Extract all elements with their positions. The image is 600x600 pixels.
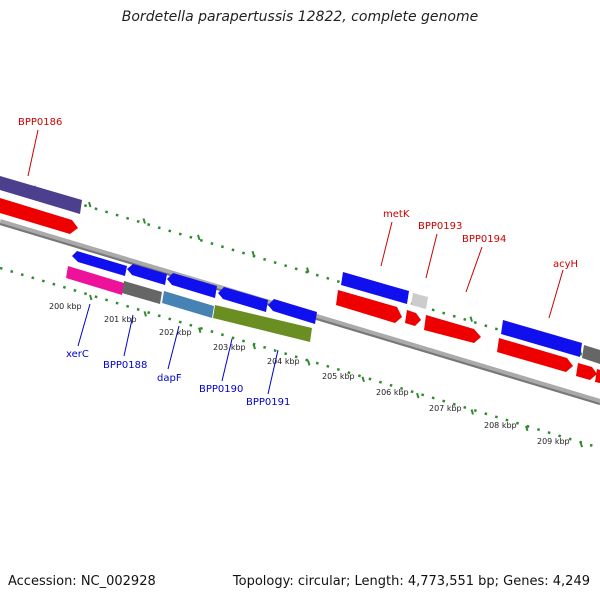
outer-major-tick [306, 267, 310, 273]
inner-major-tick [470, 409, 474, 415]
gene-metK-arrow[interactable] [336, 290, 402, 323]
inner-major-tick [198, 327, 202, 333]
inner-major-tick [89, 294, 93, 301]
inner-major-tick [361, 376, 365, 383]
gene-BPP0193-cds[interactable] [411, 293, 428, 309]
label-BPP0186[interactable]: BPP0186 [18, 117, 62, 128]
gene-dapF-arrow[interactable] [162, 291, 214, 318]
gene-xerC-arrow[interactable] [66, 266, 124, 295]
outer-major-tick [251, 250, 255, 257]
gene-dapF-cds[interactable] [167, 273, 217, 298]
outer-major-tick [197, 234, 201, 241]
gene-next2-arrow[interactable] [595, 369, 600, 383]
label-BPP0191[interactable]: BPP0191 [246, 397, 290, 408]
scale-label-209: 209 kbp [537, 437, 570, 446]
reverse-gene-labels: xerC BPP0188 dapF BPP0190 BPP0191 [66, 349, 290, 408]
inner-major-tick [252, 343, 256, 350]
outer-major-tick [142, 218, 146, 224]
scale-labels: 200 kbp 201 kbp 202 kbp 203 kbp 204 kbp … [49, 302, 570, 446]
scale-label-205: 205 kbp [322, 372, 355, 381]
outer-major-tick [88, 201, 92, 208]
callout-lines [27, 129, 564, 395]
scale-label-206: 206 kbp [376, 388, 409, 397]
inner-major-tick [525, 425, 529, 432]
scale-label-208: 208 kbp [484, 421, 517, 430]
gene-BPP0190-arrow[interactable] [213, 305, 312, 342]
inner-major-tick [579, 441, 583, 448]
label-BPP0193[interactable]: BPP0193 [418, 221, 462, 232]
gene-acyH-arrow[interactable] [497, 338, 573, 372]
label-acyH[interactable]: acyH [553, 259, 578, 270]
reverse-features [66, 251, 317, 342]
genome-summary-text: Topology: circular; Length: 4,773,551 bp… [232, 574, 590, 589]
gene-BPP0188-cds[interactable] [127, 264, 167, 285]
gene-next-arrow[interactable] [576, 363, 597, 380]
gene-metK-cds[interactable] [341, 272, 409, 304]
label-metK[interactable]: metK [383, 209, 410, 220]
scale-label-202: 202 kbp [159, 328, 192, 337]
inner-major-tick [143, 311, 147, 317]
scale-label-201: 201 kbp [104, 315, 137, 324]
scale-label-204: 204 kbp [267, 357, 300, 366]
label-BPP0188[interactable]: BPP0188 [103, 360, 147, 371]
forward-gene-labels: BPP0186 metK BPP0193 BPP0194 acyH [18, 117, 578, 270]
outer-major-tick [469, 316, 473, 322]
gene-BPP0193-arrow[interactable] [405, 310, 421, 326]
gene-acyH-cds[interactable] [501, 320, 582, 357]
accession-text: Accession: NC_002928 [8, 574, 156, 589]
gene-BPP0191-cds[interactable] [268, 299, 317, 324]
scale-label-203: 203 kbp [213, 343, 246, 352]
label-BPP0190[interactable]: BPP0190 [199, 384, 243, 395]
gene-BPP0194-arrow[interactable] [424, 315, 481, 343]
gene-BPP0186-cds[interactable] [0, 176, 82, 214]
label-xerC[interactable]: xerC [66, 349, 89, 360]
forward-features [0, 176, 600, 383]
scale-label-200: 200 kbp [49, 302, 82, 311]
gene-next-cds[interactable] [582, 345, 600, 364]
scale-label-207: 207 kbp [429, 404, 462, 413]
gene-BPP0186-arrow[interactable] [0, 198, 78, 234]
gene-xerC-cds[interactable] [72, 251, 127, 276]
label-BPP0194[interactable]: BPP0194 [462, 234, 506, 245]
gene-BPP0188-arrow[interactable] [122, 281, 162, 304]
inner-major-tick [307, 360, 311, 366]
map-title: Bordetella parapertussis 12822, complete… [121, 9, 479, 25]
label-dapF[interactable]: dapF [157, 373, 182, 384]
gene-BPP0190-cds[interactable] [218, 287, 268, 312]
inner-major-tick [416, 392, 420, 399]
